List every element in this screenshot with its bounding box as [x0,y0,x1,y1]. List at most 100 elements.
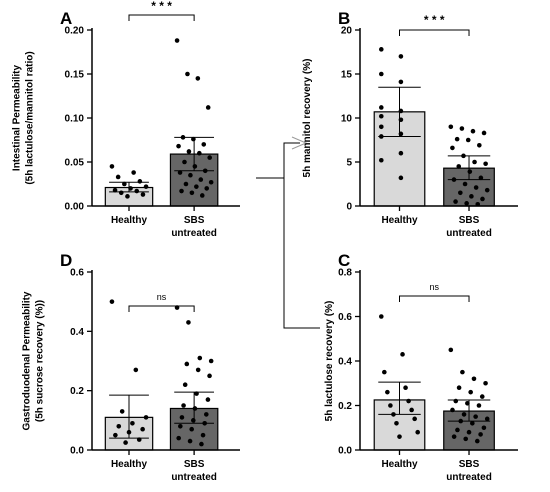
data-point [468,389,473,395]
data-point [460,369,465,375]
data-point [473,185,479,190]
data-point [130,421,135,426]
data-point [479,394,485,399]
data-point [454,136,460,142]
data-point [208,179,214,185]
data-point [182,382,188,388]
panel-letter: C [338,251,350,270]
data-point [204,186,210,191]
data-point [122,181,127,187]
data-point [191,418,196,423]
data-point [459,126,465,131]
data-point [183,181,189,187]
data-point [186,149,192,154]
data-point [465,400,470,406]
data-point [192,164,198,169]
data-point [109,164,115,169]
y-tick-label: 0.0 [338,446,352,457]
panel-letter: D [60,251,72,270]
data-point [174,38,180,43]
data-point [461,412,467,417]
data-point [471,376,477,382]
data-point [109,299,115,304]
data-point [398,175,404,181]
data-point [200,432,206,438]
data-point [115,174,121,180]
data-point [179,188,184,194]
data-point [186,320,191,325]
y-tick-label: 0.05 [65,158,85,169]
data-point [112,187,118,193]
y-axis-title: (5h sucrose recovery (%)) [35,300,46,422]
data-point [385,389,390,395]
data-point [450,407,455,413]
y-tick-label: 0.10 [65,114,85,125]
data-point [207,373,212,379]
data-point [188,172,193,178]
data-point [178,423,183,429]
data-point [378,105,384,110]
data-point [472,159,477,165]
data-point [194,184,199,189]
data-point [478,432,483,437]
data-point [378,157,384,163]
data-point [131,170,136,175]
data-point [203,412,209,417]
data-point [184,361,190,367]
data-point [197,150,202,156]
data-point [378,47,384,52]
y-tick-label: 0.8 [338,268,352,279]
data-point [403,385,408,391]
data-point [189,190,195,196]
data-point [483,380,488,386]
y-axis-title: (5h lactulose/mannitol ratio) [25,51,36,184]
data-point [195,76,201,81]
y-tick-label: 0.4 [338,357,352,368]
data-point [483,161,488,167]
significance-label: ns [430,282,440,292]
data-point [181,403,186,408]
data-point [176,143,181,149]
x-category-label: Healthy [381,215,418,226]
data-point [470,128,476,134]
data-point [382,369,387,375]
y-tick-label: 0.0 [70,446,84,457]
data-point [456,164,462,169]
panel-letter: A [60,9,72,28]
data-point [448,124,454,130]
data-point [465,137,471,143]
data-point [388,403,393,408]
data-point [199,193,205,198]
data-point [199,441,204,447]
x-category-label: SBS [459,459,480,470]
y-tick-label: 0.6 [338,312,352,323]
data-point [467,169,473,174]
data-point [208,358,214,364]
data-point [450,145,455,151]
x-category-label: Healthy [381,459,418,470]
data-point [378,113,384,119]
x-category-label: SBS [459,215,480,226]
data-point [455,427,460,433]
data-point [182,159,187,165]
data-point [464,201,469,206]
data-point [481,425,487,431]
x-category-label: untreated [446,472,492,483]
data-point [456,385,462,391]
data-point [113,432,118,438]
data-point [176,435,181,441]
data-point [484,187,490,193]
y-tick-label: 0.4 [70,327,84,338]
data-point [118,190,124,196]
y-tick-label: 5 [346,158,352,169]
data-point [478,175,484,181]
data-point [192,406,198,411]
x-category-label: untreated [171,228,217,239]
y-tick-label: 0.15 [65,70,85,81]
arrow-icon [291,136,308,150]
connector-line [283,178,320,329]
data-point [470,421,475,426]
y-tick-label: 10 [341,114,353,125]
data-point [394,421,399,426]
